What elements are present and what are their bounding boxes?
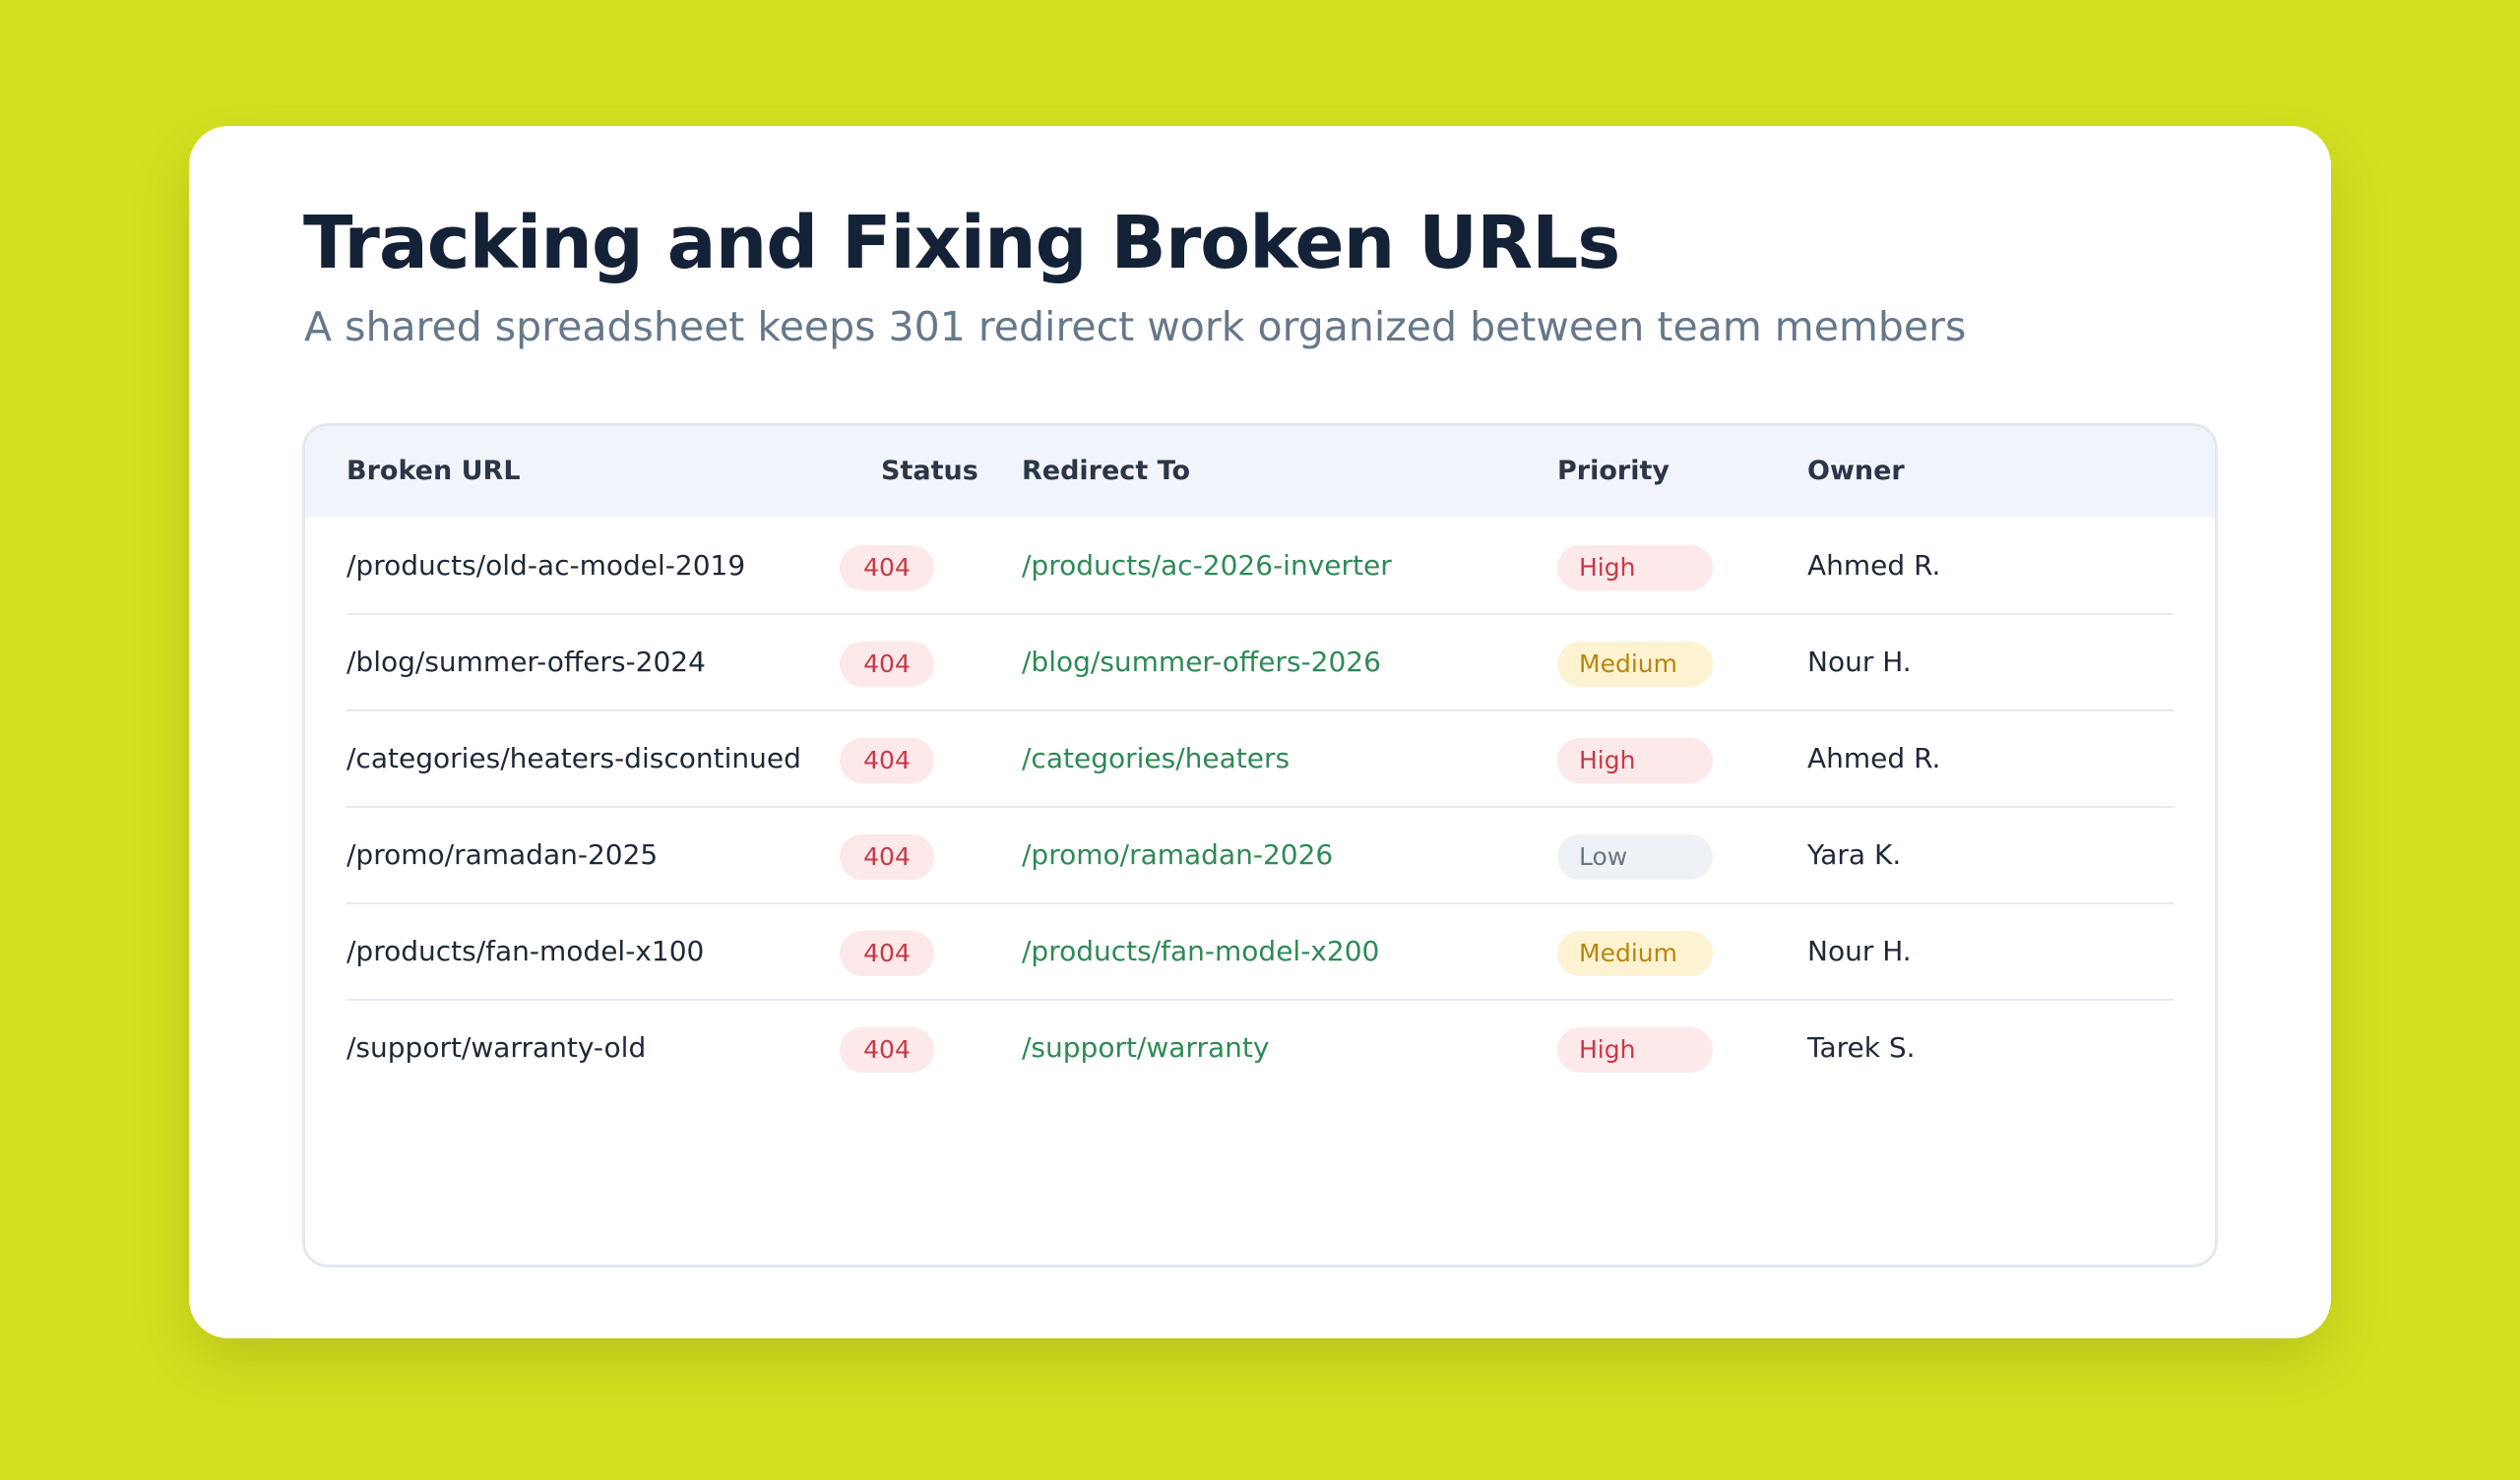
owner-cell: Ahmed R.	[1807, 549, 1941, 582]
column-header-broken-url[interactable]: Broken URL	[346, 456, 521, 486]
priority-badge: Medium	[1557, 642, 1713, 687]
table-row[interactable]: /products/old-ac-model-2019 404/products/…	[346, 519, 2174, 615]
status-badge: 404	[840, 931, 934, 976]
table-row[interactable]: /products/fan-model-x100 404/products/fan…	[346, 904, 2174, 1001]
status-badge: 404	[840, 545, 934, 590]
owner-cell: Tarek S.	[1807, 1031, 1916, 1064]
table-row[interactable]: /support/warranty-old 404/support/warrant…	[346, 1001, 2174, 1097]
owner-cell: Ahmed R.	[1807, 742, 1941, 774]
table-row[interactable]: /promo/ramadan-2025 404/promo/ramadan-202…	[346, 808, 2174, 904]
owner-cell: Nour H.	[1807, 646, 1912, 678]
page-subtitle: A shared spreadsheet keeps 301 redirect …	[304, 303, 1967, 350]
redirect-link[interactable]: /promo/ramadan-2026	[1022, 838, 1334, 871]
broken-url-cell[interactable]: /blog/summer-offers-2024	[346, 646, 706, 678]
redirect-table: Broken URL Status Redirect To Priority O…	[302, 423, 2218, 1267]
table-row[interactable]: /categories/heaters-discontinued 404/cate…	[346, 711, 2174, 808]
owner-cell: Nour H.	[1807, 935, 1912, 967]
redirect-link[interactable]: /support/warranty	[1022, 1031, 1270, 1064]
status-badge: 404	[840, 642, 934, 687]
broken-url-cell[interactable]: /promo/ramadan-2025	[346, 838, 659, 871]
redirect-link[interactable]: /categories/heaters	[1022, 742, 1291, 774]
priority-badge: Low	[1557, 834, 1713, 880]
redirect-link[interactable]: /products/fan-model-x200	[1022, 935, 1380, 967]
column-header-priority[interactable]: Priority	[1557, 456, 1670, 486]
status-badge: 404	[840, 1027, 934, 1073]
owner-cell: Yara K.	[1807, 838, 1902, 871]
priority-badge: Medium	[1557, 931, 1713, 976]
priority-badge: High	[1557, 545, 1713, 590]
broken-url-cell[interactable]: /support/warranty-old	[346, 1031, 647, 1064]
status-badge: 404	[840, 738, 934, 783]
table-header-row: Broken URL Status Redirect To Priority O…	[305, 426, 2215, 517]
table-row[interactable]: /blog/summer-offers-2024 404/blog/summer-…	[346, 615, 2174, 711]
column-header-owner[interactable]: Owner	[1807, 456, 1905, 486]
status-badge: 404	[840, 834, 934, 880]
main-card: Tracking and Fixing Broken URLs A shared…	[189, 126, 2331, 1338]
redirect-link[interactable]: /products/ac-2026-inverter	[1022, 549, 1392, 582]
priority-badge: High	[1557, 738, 1713, 783]
priority-badge: High	[1557, 1027, 1713, 1073]
broken-url-cell[interactable]: /categories/heaters-discontinued	[346, 742, 801, 774]
broken-url-cell[interactable]: /products/old-ac-model-2019	[346, 549, 746, 582]
broken-url-cell[interactable]: /products/fan-model-x100	[346, 935, 705, 967]
redirect-link[interactable]: /blog/summer-offers-2026	[1022, 646, 1381, 678]
column-header-status[interactable]: Status	[881, 456, 978, 486]
page-title: Tracking and Fixing Broken URLs	[303, 201, 1620, 285]
column-header-redirect-to[interactable]: Redirect To	[1022, 456, 1191, 486]
